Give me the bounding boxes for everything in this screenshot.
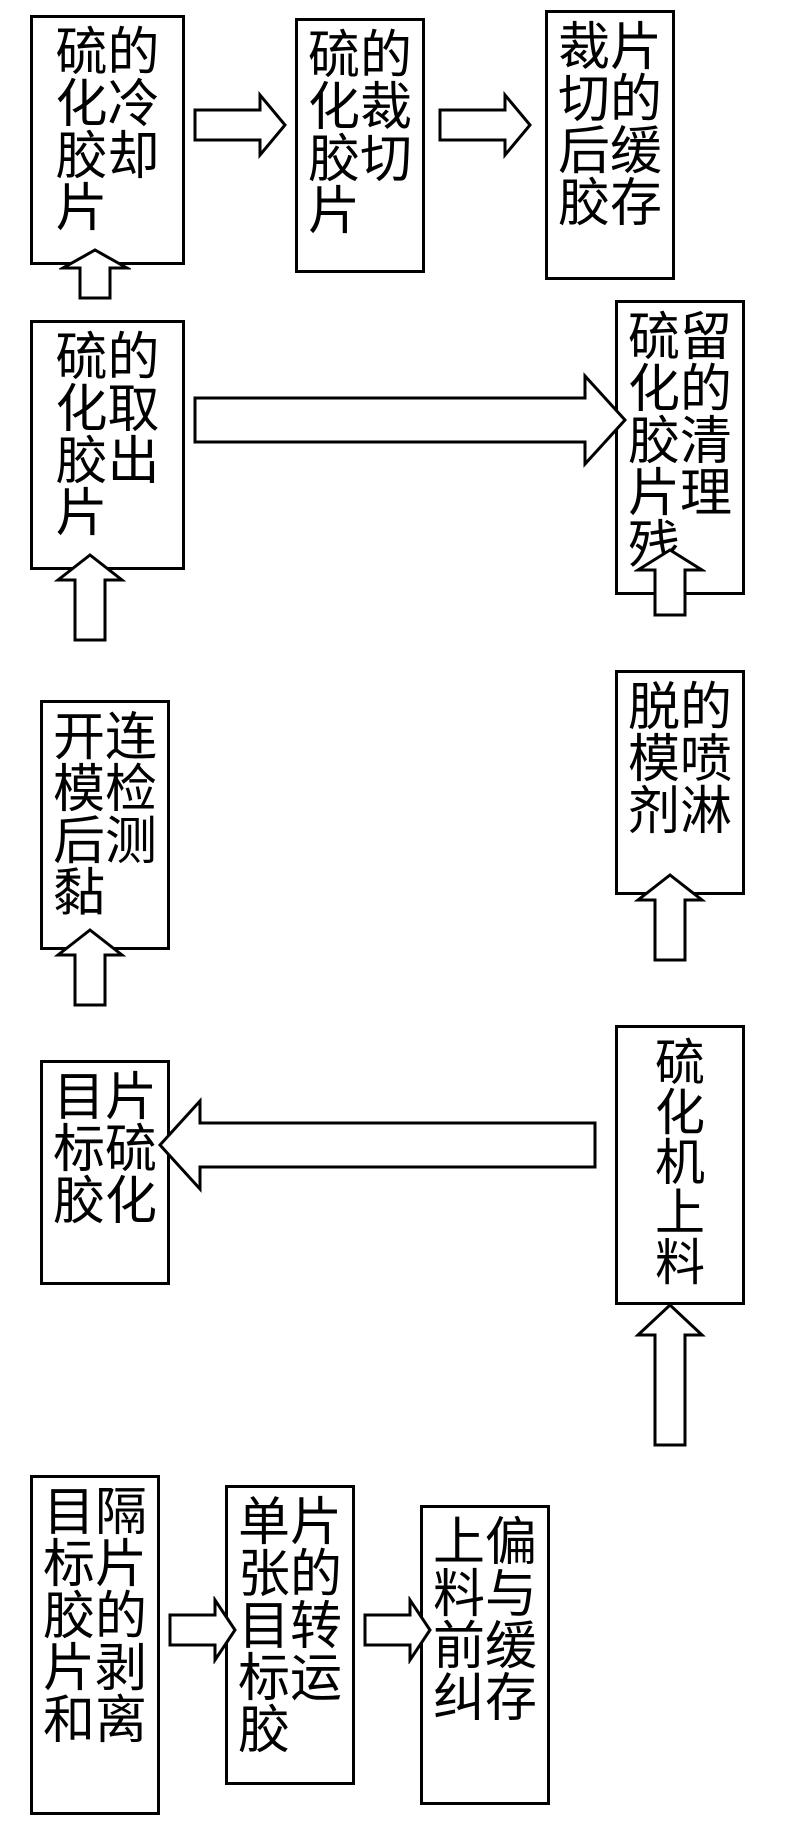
flowchart-node: 上料前纠偏与缓存 <box>420 1505 550 1805</box>
flowchart-node: 硫化机上料 <box>615 1025 745 1305</box>
flowchart-arrow <box>361 1596 434 1664</box>
flowchart-arrow <box>634 871 706 964</box>
flowchart-node: 硫化胶片的冷却 <box>30 15 185 265</box>
flowchart-node: 硫化胶片的取出 <box>30 320 185 570</box>
flowchart-node: 裁切后胶片的缓存 <box>545 10 675 280</box>
flowchart-node: 目标胶片和隔片的剥离 <box>30 1475 160 1815</box>
flowchart-arrow <box>166 1596 239 1664</box>
flowchart-arrow <box>436 91 534 159</box>
flowchart-arrow <box>156 1097 599 1193</box>
flowchart-arrow <box>634 1301 706 1449</box>
flowchart-arrow <box>54 551 126 644</box>
flowchart-arrow <box>191 372 629 468</box>
flowchart-node: 单张目标胶片的转运 <box>225 1485 355 1785</box>
flowchart-arrow <box>54 926 126 1009</box>
flowchart-arrow <box>59 246 131 302</box>
flowchart-node: 目标胶片硫化 <box>40 1060 170 1285</box>
flowchart-arrow <box>634 546 706 619</box>
flowchart-node: 开模后黏连检测 <box>40 700 170 950</box>
flowchart-arrow <box>191 91 289 159</box>
flowchart-node: 硫化胶片的裁切 <box>295 18 425 273</box>
flowchart-node: 脱模剂的喷淋 <box>615 670 745 895</box>
